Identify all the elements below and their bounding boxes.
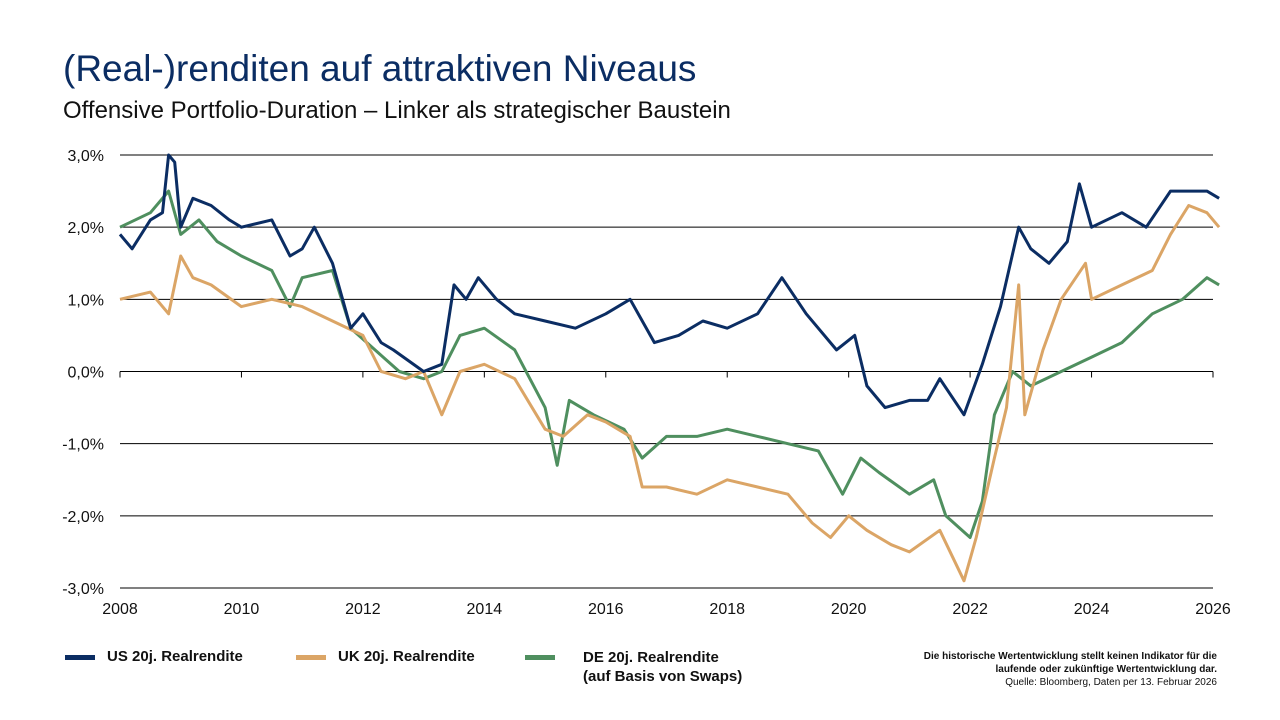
x-tick-label: 2012 (345, 601, 381, 618)
legend-swatch-us (65, 655, 95, 660)
legend-label-de: DE 20j. Realrendite (583, 649, 719, 666)
footnote: Die historische Wertentwicklung stellt k… (924, 650, 1217, 689)
y-tick-label: -1,0% (62, 437, 104, 454)
source-note: Quelle: Bloomberg, Daten per 13. Februar… (1005, 677, 1217, 688)
series-line-de (119, 189, 1220, 539)
disclaimer-line-1: Die historische Wertentwicklung stellt k… (923, 651, 1217, 662)
legend-label-uk: UK 20j. Realrendite (338, 648, 475, 665)
x-tick-label: 2020 (831, 601, 867, 618)
y-tick-label: 0,0% (68, 365, 104, 382)
chart-title: (Real-)renditen auf attraktiven Niveaus (63, 48, 697, 89)
y-tick-label: 2,0% (68, 220, 104, 237)
series-line-uk (119, 204, 1221, 583)
y-tick-label: 1,0% (68, 292, 104, 309)
chart-subtitle: Offensive Portfolio-Duration – Linker al… (63, 97, 731, 124)
legend-swatch-de (525, 655, 555, 660)
legend-item-uk: UK 20j. Realrendite (296, 648, 475, 665)
x-tick-label: 2024 (1074, 601, 1110, 618)
x-tick-label: 2010 (224, 601, 260, 618)
x-tick-label: 2008 (102, 601, 138, 618)
legend-swatch-uk (296, 655, 326, 660)
legend-label-us: US 20j. Realrendite (107, 648, 243, 665)
x-tick-label: 2018 (709, 601, 745, 618)
legend-label-de-sub: (auf Basis von Swaps) (583, 668, 743, 685)
series-line-us (118, 153, 1220, 417)
x-tick-label: 2014 (467, 601, 503, 618)
x-tick-label: 2016 (588, 601, 624, 618)
y-tick-label: -2,0% (62, 509, 104, 526)
x-tick-label: 2026 (1195, 601, 1231, 618)
y-tick-label: 3,0% (68, 148, 104, 165)
legend-item-us: US 20j. Realrendite (65, 648, 243, 665)
disclaimer-line-2: laufende oder zukünftige Wertentwicklung… (995, 664, 1217, 675)
y-tick-label: -3,0% (62, 581, 104, 598)
x-tick-label: 2022 (952, 601, 988, 618)
legend-item-de: DE 20j. Realrendite (auf Basis von Swaps) (525, 648, 742, 686)
